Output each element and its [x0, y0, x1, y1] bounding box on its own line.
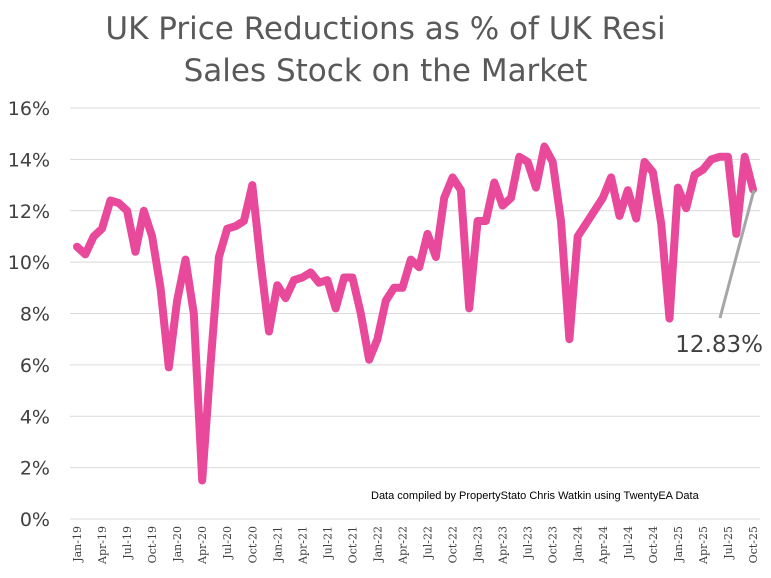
series-layer	[73, 142, 757, 485]
annotation-leader-line	[718, 189, 756, 319]
y-tick-label: 8%	[20, 304, 50, 326]
x-tick-label: Jul-20	[221, 526, 234, 560]
x-tick-label: Oct-24	[647, 526, 660, 563]
y-tick-label: 0%	[20, 509, 50, 531]
x-tick-label: Jul-24	[622, 526, 635, 560]
chart-title-line-1: UK Price Reductions as % of UK Resi	[105, 11, 666, 47]
y-tick-label: 14%	[8, 149, 50, 171]
x-tick-label: Jul-23	[522, 526, 535, 560]
data-credit: Data compiled by PropertyStato Chris Wat…	[371, 490, 700, 502]
x-tick-label: Jan-23	[472, 526, 485, 563]
x-tick-label: Jan-21	[271, 526, 284, 563]
y-tick-label: 4%	[20, 406, 50, 428]
y-tick-label: 16%	[8, 98, 50, 120]
x-tick-label: Jan-19	[71, 526, 84, 563]
x-tick-label: Apr-24	[597, 526, 610, 565]
x-tick-label: Apr-23	[497, 526, 510, 565]
x-tick-label: Oct-20	[246, 526, 259, 563]
y-tick-label: 6%	[20, 355, 50, 377]
x-tick-label: Jul-25	[722, 526, 735, 560]
x-tick-label: Jan-24	[572, 526, 585, 563]
x-tick-label: Jan-25	[672, 526, 685, 563]
y-tick-label: 10%	[8, 252, 50, 274]
chart-title-line-2: Sales Stock on the Market	[183, 53, 588, 89]
x-axis-ticks: Jan-19 Apr-19 Jul-19 Oct-19 Jan-20 Apr-20 Jul-…	[71, 526, 760, 565]
x-tick-label: Oct-23	[547, 526, 560, 563]
x-tick-label: Apr-21	[296, 526, 309, 565]
x-tick-label: Jul-21	[321, 526, 334, 560]
chart-title: UK Price Reductions as % of UK Resi Sale…	[0, 8, 771, 92]
series-line	[73, 142, 757, 485]
x-tick-label: Jan-20	[171, 526, 184, 563]
x-tick-label: Apr-22	[396, 526, 409, 565]
x-tick-label: Jul-22	[422, 526, 435, 560]
annotation-label: 12.83%	[675, 332, 763, 358]
y-tick-label: 12%	[8, 201, 50, 223]
x-tick-label: Oct-22	[447, 526, 460, 563]
x-tick-label: Apr-19	[96, 526, 109, 565]
y-axis-ticks: 0% 2% 4% 6% 8% 10% 12% 14% 16%	[8, 98, 50, 531]
y-tick-label: 2%	[20, 458, 50, 480]
x-tick-label: Apr-25	[697, 526, 710, 565]
x-tick-label: Jan-22	[371, 526, 384, 563]
x-tick-label: Apr-20	[196, 526, 209, 565]
x-tick-label: Jul-19	[121, 526, 134, 560]
x-tick-label: Oct-21	[346, 526, 359, 563]
x-tick-label: Oct-25	[747, 526, 760, 563]
x-tick-label: Oct-19	[146, 526, 159, 563]
